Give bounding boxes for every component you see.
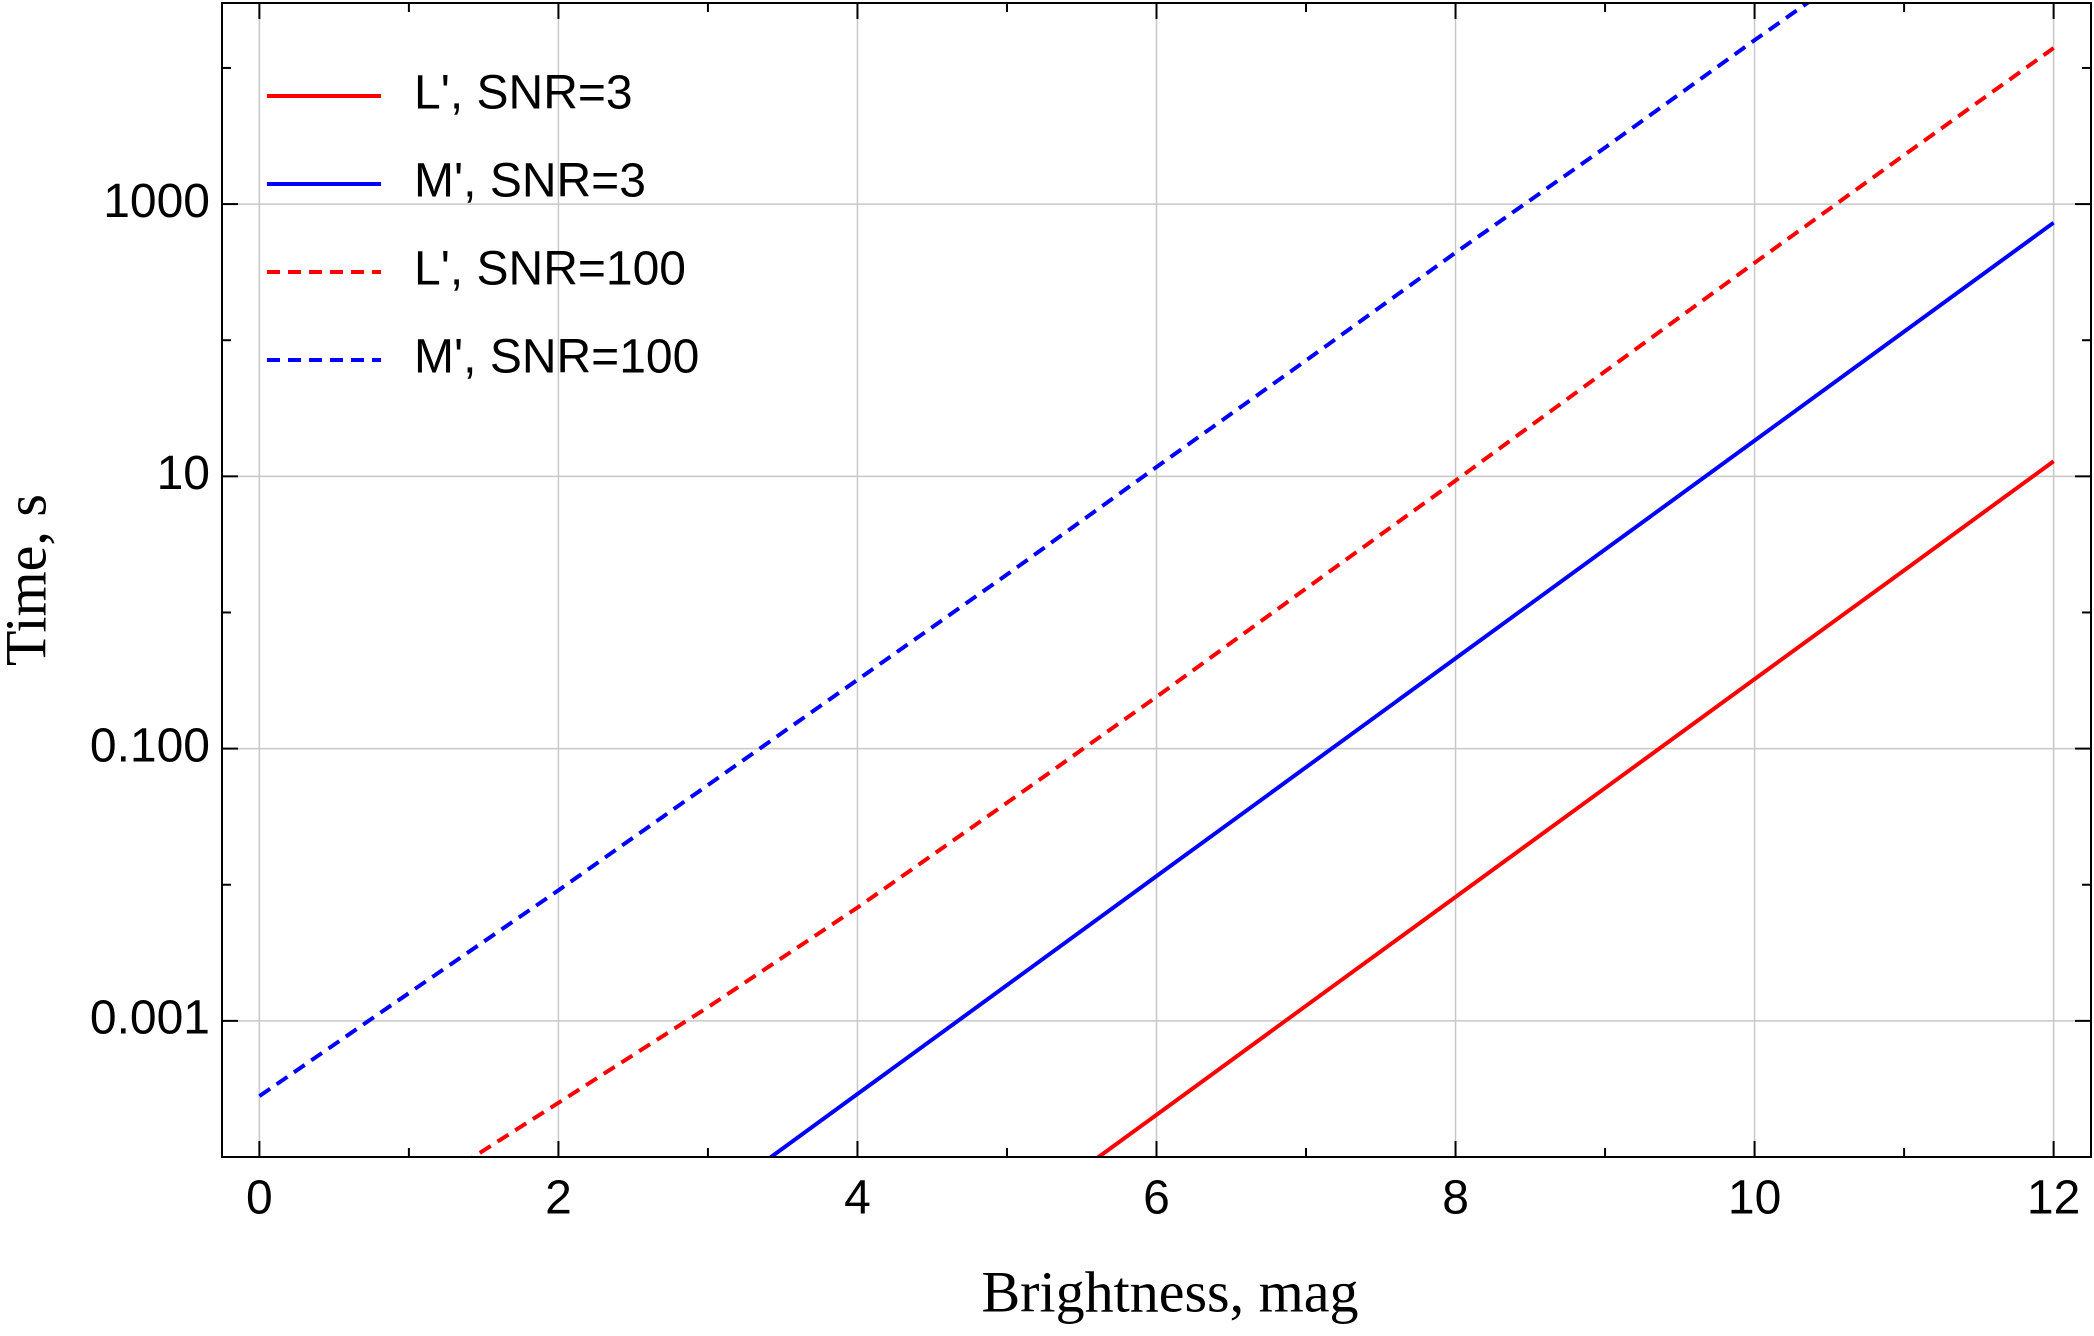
plot-frame — [221, 2, 2092, 1158]
y-tick-label: 1000 — [103, 175, 210, 228]
y-tick-label: 0.100 — [90, 719, 210, 772]
x-tick-label: 8 — [1442, 1172, 1469, 1225]
y-tick-label: 0.001 — [90, 992, 210, 1045]
legend-label: M', SNR=100 — [414, 331, 699, 384]
legend-label: M', SNR=3 — [414, 155, 646, 208]
x-tick-label: 0 — [246, 1172, 273, 1225]
x-tick-label: 12 — [2027, 1172, 2080, 1225]
series-line — [767, 221, 2055, 1157]
series-line — [258, 3, 1811, 1098]
series-line — [1095, 459, 2055, 1157]
legend-label: L', SNR=100 — [414, 243, 686, 296]
x-axis-title: Brightness, mag — [982, 1259, 1359, 1324]
plot-lines — [258, 3, 2055, 1157]
series-line — [469, 46, 2055, 1157]
x-tick-label: 6 — [1143, 1172, 1170, 1225]
x-tick-label: 10 — [1728, 1172, 1781, 1225]
x-tick-label: 4 — [844, 1172, 871, 1225]
y-axis-title: Time, s — [0, 494, 58, 666]
x-tick-label: 2 — [545, 1172, 572, 1225]
y-tick-label: 10 — [157, 447, 210, 500]
legend-label: L', SNR=3 — [414, 67, 633, 120]
